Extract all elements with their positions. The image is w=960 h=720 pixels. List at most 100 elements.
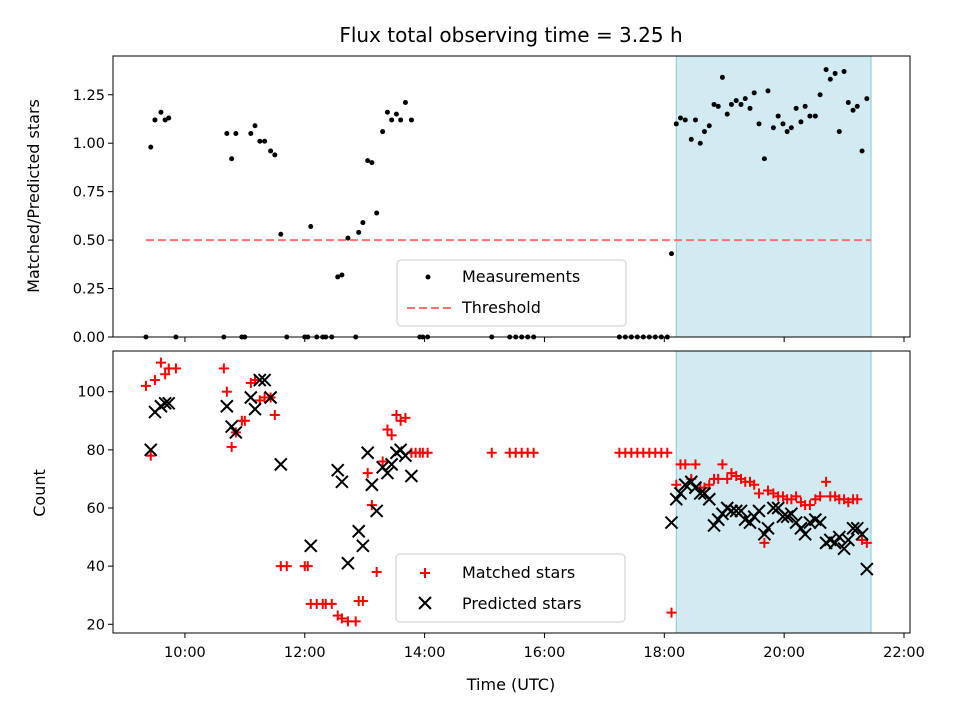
matched-star-point [377, 456, 388, 467]
measurement-point [711, 101, 717, 107]
predicted-star-point [220, 399, 234, 413]
predicted-star-point [794, 521, 808, 536]
count-points [140, 357, 874, 627]
measurement-point [751, 90, 757, 96]
measurement-point [152, 117, 158, 123]
legend-label-threshold: Threshold [461, 298, 541, 317]
y-tick-label: 1.00 [73, 136, 105, 152]
y-tick-label: 60 [87, 501, 105, 517]
matched-star-point [753, 488, 764, 499]
measurement-point [673, 121, 679, 127]
measurement-point [854, 103, 860, 109]
predicted-star-point [813, 515, 827, 530]
predicted-star-point [664, 515, 679, 530]
measurement-point [845, 100, 851, 106]
predicted-star-point [743, 515, 757, 530]
measurement-point [724, 111, 730, 117]
predicted-star-point [855, 527, 869, 541]
matched-star-point [749, 479, 760, 490]
predicted-star-point [707, 518, 721, 533]
measurement-point [715, 103, 721, 109]
predicted-star-point [404, 469, 419, 483]
matched-star-point [486, 447, 497, 458]
x-axis-label: Time (UTC) [466, 675, 555, 694]
matched-star-point [350, 616, 361, 627]
matched-star-point [391, 409, 402, 420]
measurement-point [229, 156, 235, 162]
matched-star-point [149, 375, 160, 386]
x-tick-label: 10:00 [164, 645, 206, 661]
measurement-point [836, 129, 842, 135]
predicted-star-point [673, 486, 688, 501]
top-axes-frame [112, 55, 911, 338]
matched-star-point [666, 607, 677, 618]
predicted-star-point [846, 521, 860, 536]
y-tick-label: 100 [77, 385, 105, 401]
x-tick-label: 16:00 [524, 645, 566, 661]
measurement-point [784, 129, 790, 135]
predicted-star-point [158, 396, 172, 411]
measurement-point [738, 101, 744, 107]
measurement-point [701, 129, 707, 135]
matched-star-point [662, 447, 673, 458]
shaded-span-top [675, 55, 872, 338]
measurement-point [817, 92, 823, 98]
matched-star-point [713, 473, 724, 484]
predicted-star-point [341, 556, 355, 570]
predicted-star-point [841, 533, 855, 547]
top-panel: 0.00 0.25 0.50 0.75 1.00 1.25 Matched/Predict… [24, 55, 911, 346]
matched-star-point [160, 369, 171, 380]
matched-star-point [281, 561, 292, 572]
measurement-point [380, 129, 386, 135]
measurement-point [402, 100, 408, 106]
predicted-star-point [229, 425, 243, 440]
predicted-star-point [734, 504, 748, 518]
measurement-point [747, 105, 753, 111]
measurement-point [841, 69, 847, 75]
matched-star-point [145, 450, 156, 461]
predicted-star-point [860, 562, 874, 576]
measurement-point [233, 131, 239, 137]
measurement-point [257, 138, 263, 144]
predicted-star-point [335, 475, 349, 489]
measurement-point [158, 109, 164, 115]
predicted-star-point [331, 463, 345, 477]
matched-star-point [140, 380, 151, 391]
y-tick-label: 0.50 [73, 233, 105, 249]
predicted-star-point [398, 448, 413, 463]
matched-star-point [357, 596, 368, 607]
predicted-star-point [369, 504, 384, 518]
matched-star-point [852, 494, 863, 505]
matched-star-point [221, 386, 232, 397]
measurement-point [166, 115, 172, 121]
measurement-point [761, 156, 767, 162]
predicted-star-point [724, 504, 739, 518]
predicted-star-point [274, 457, 288, 472]
measurement-point [356, 229, 362, 235]
measurement-point [677, 115, 683, 121]
predicted-star-point [669, 492, 684, 506]
measurement-point [688, 136, 694, 142]
measurement-point [272, 152, 278, 158]
predicted-star-point [144, 443, 158, 457]
bottom-legend-box [395, 553, 626, 623]
measurement-point [770, 125, 776, 131]
measurement-point [262, 138, 268, 144]
predicted-star-point [257, 373, 272, 387]
predicted-star-point [693, 486, 707, 501]
matched-star-point [336, 613, 347, 624]
y-tick-label: 0.00 [73, 330, 105, 346]
measurement-point [706, 123, 712, 129]
measurement-point [692, 117, 698, 123]
matched-star-point [690, 459, 701, 470]
predicted-star-point [263, 390, 278, 405]
top-legend-box [396, 259, 627, 327]
measurement-point [345, 235, 351, 241]
y-tick-label: 1.25 [73, 88, 105, 104]
matched-star-point [759, 537, 770, 548]
x-tick-label: 14:00 [404, 645, 446, 661]
legend-predicted-marker [418, 596, 432, 610]
measurement-point [859, 148, 865, 154]
measurement-point [864, 96, 870, 102]
y-tick-label: 0.25 [73, 282, 105, 298]
